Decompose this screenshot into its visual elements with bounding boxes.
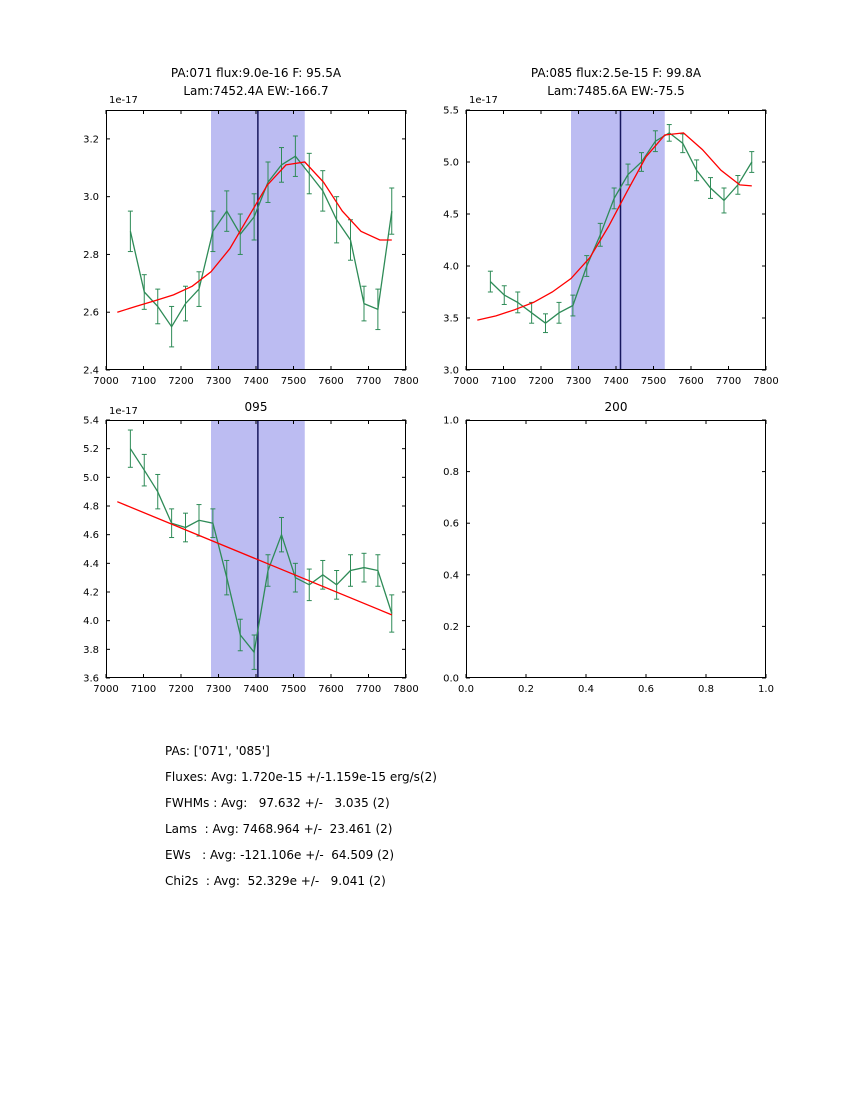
- x-tick-label: 7400: [603, 376, 628, 387]
- x-tick-label: 7000: [93, 376, 118, 387]
- y-tick-label: 3.2: [83, 134, 99, 145]
- x-tick-label: 7200: [528, 376, 553, 387]
- y-axis-offset-label: 1e-17: [109, 95, 138, 106]
- y-tick-label: 0.8: [443, 467, 459, 478]
- y-tick-label: 4.4: [83, 559, 99, 570]
- fit-line: [477, 132, 752, 321]
- y-tick-label: 3.6: [83, 674, 99, 685]
- chart-title-block: 095: [106, 398, 406, 416]
- y-tick-label: 3.0: [83, 192, 99, 203]
- summary-fluxes: Fluxes: Avg: 1.720e-15 +/-1.159e-15 erg/…: [165, 770, 437, 784]
- chart-canvas-pa071: 7000 7100 7200 7300 7400 7500 7600 7700 7800 2.4 2…: [83, 110, 419, 387]
- summary-ews: EWs : Avg: -121.106e +/- 64.509 (2): [165, 848, 395, 862]
- x-tick-label: 7800: [753, 376, 778, 387]
- chart-canvas-095: 7000 7100 7200 7300 7400 7500 7600 7700 7800 3.6 3…: [83, 416, 419, 696]
- y-tick-label: 4.6: [83, 530, 99, 541]
- x-tick-label: 7600: [318, 684, 343, 695]
- chart-subtitle: Lam:7452.4A EW:-166.7: [183, 84, 329, 98]
- x-tick-label: 7700: [716, 376, 741, 387]
- x-tick-label: 7200: [168, 376, 193, 387]
- chart-title-block: PA:085 flux:2.5e-15 F: 99.8A Lam:7485.6A…: [466, 64, 766, 100]
- x-tick-label: 0.0: [458, 684, 474, 695]
- y-tick-label: 2.8: [83, 250, 99, 261]
- chart-canvas-pa085: 7000 7100 7200 7300 7400 7500 7600 7700 7800 3.0 3…: [443, 106, 779, 388]
- x-tick-label: 7800: [393, 376, 418, 387]
- y-tick-label: 4.5: [443, 210, 459, 221]
- x-tick-label: 7200: [168, 684, 193, 695]
- spectrum-line: [129, 155, 393, 328]
- x-tick-label: 7300: [206, 376, 231, 387]
- summary-pas: PAs: ['071', '085']: [165, 744, 270, 758]
- x-tick-label: 7500: [281, 376, 306, 387]
- x-tick-label: 7000: [93, 684, 118, 695]
- y-tick-label: 0.2: [443, 622, 459, 633]
- x-tick-label: 7300: [566, 376, 591, 387]
- y-tick-label: 5.0: [443, 158, 459, 169]
- chart-title-block: PA:071 flux:9.0e-16 F: 95.5A Lam:7452.4A…: [106, 64, 406, 100]
- x-tick-label: 7000: [453, 376, 478, 387]
- chart-title: 200: [604, 400, 628, 414]
- spectrum-line: [489, 132, 753, 325]
- chart-title: PA:085 flux:2.5e-15 F: 99.8A: [530, 66, 702, 80]
- chart-title-block: 200: [466, 398, 766, 416]
- summary-block: PAs: ['071', '085'] Fluxes: Avg: 1.720e-…: [165, 738, 437, 894]
- x-tick-label: 7400: [243, 684, 268, 695]
- axes-frame: [466, 420, 766, 678]
- x-tick-label: 0.6: [638, 684, 654, 695]
- y-axis-offset-label: 1e-17: [469, 95, 498, 106]
- chart-subtitle: Lam:7485.6A EW:-75.5: [547, 84, 685, 98]
- y-tick-label: 5.2: [83, 444, 99, 455]
- chart-canvas-200: 0.0 0.2 0.4 0.6 0.8 1.0 0.0 0.2 0.4 0.6 0.8 1.0: [443, 416, 774, 696]
- x-tick-label: 7600: [678, 376, 703, 387]
- fit-line: [117, 161, 392, 313]
- y-tick-label: 0.4: [443, 570, 459, 581]
- y-tick-label: 4.8: [83, 502, 99, 513]
- y-tick-label: 5.5: [443, 106, 459, 117]
- y-tick-label: 4.2: [83, 588, 99, 599]
- x-tick-label: 7500: [281, 684, 306, 695]
- summary-lams: Lams : Avg: 7468.964 +/- 23.461 (2): [165, 822, 393, 836]
- y-tick-label: 5.0: [83, 473, 99, 484]
- y-tick-label: 1.0: [443, 416, 459, 427]
- y-tick-label: 3.0: [443, 366, 459, 377]
- y-tick-label: 2.4: [83, 366, 99, 377]
- x-tick-label: 7300: [206, 684, 231, 695]
- fit-line: [117, 501, 393, 616]
- summary-fwhms: FWHMs : Avg: 97.632 +/- 3.035 (2): [165, 796, 390, 810]
- x-tick-label: 7700: [356, 684, 381, 695]
- y-tick-label: 3.8: [83, 645, 99, 656]
- spectrum-line: [129, 448, 393, 654]
- x-tick-label: 7400: [243, 376, 268, 387]
- x-tick-label: 7100: [131, 376, 156, 387]
- chart-title: PA:071 flux:9.0e-16 F: 95.5A: [170, 66, 342, 80]
- x-tick-label: 7100: [491, 376, 516, 387]
- x-tick-label: 7500: [641, 376, 666, 387]
- x-tick-label: 0.8: [698, 684, 714, 695]
- summary-chi2s: Chi2s : Avg: 52.329e +/- 9.041 (2): [165, 874, 386, 888]
- x-tick-label: 7600: [318, 376, 343, 387]
- y-tick-label: 2.6: [83, 308, 99, 319]
- x-tick-label: 7700: [356, 376, 381, 387]
- x-tick-label: 7800: [393, 684, 418, 695]
- y-tick-label: 4.0: [83, 616, 99, 627]
- chart-title: 095: [244, 400, 268, 414]
- x-tick-label: 1.0: [758, 684, 774, 695]
- x-tick-label: 0.2: [518, 684, 534, 695]
- x-tick-label: 0.4: [578, 684, 594, 695]
- y-axis-offset-label: 1e-17: [109, 406, 138, 417]
- y-tick-label: 0.0: [443, 674, 459, 685]
- x-tick-label: 7100: [131, 684, 156, 695]
- y-tick-label: 0.6: [443, 519, 459, 530]
- y-tick-label: 3.5: [443, 314, 459, 325]
- y-tick-label: 5.4: [83, 416, 99, 427]
- y-tick-label: 4.0: [443, 262, 459, 273]
